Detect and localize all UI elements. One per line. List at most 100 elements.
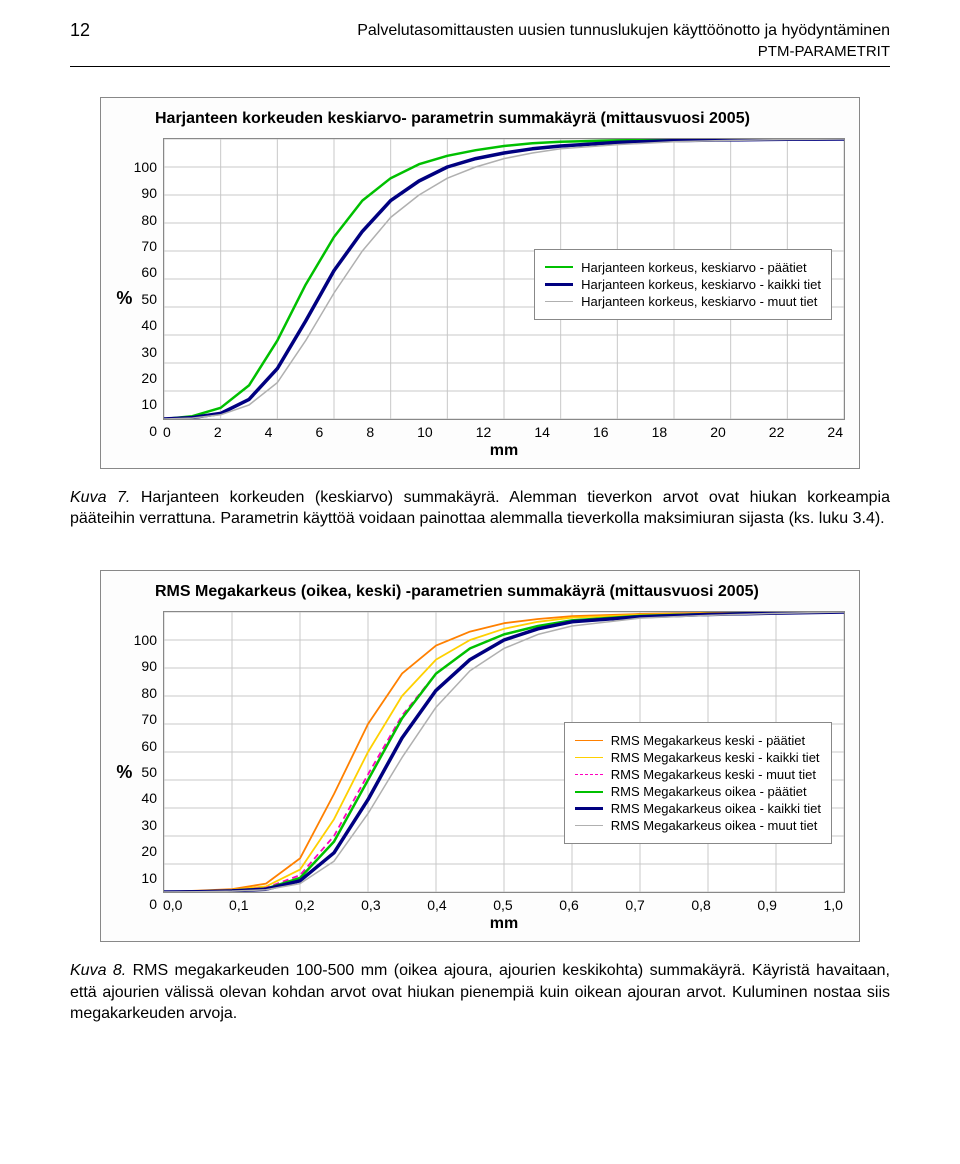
xtick-label: 0,1 bbox=[229, 897, 248, 913]
ytick-label: 80 bbox=[134, 685, 157, 701]
ytick-label: 40 bbox=[134, 790, 157, 806]
chart-legend: Harjanteen korkeus, keskiarvo - päätiet H… bbox=[534, 249, 832, 320]
legend-label: RMS Megakarkeus oikea - muut tiet bbox=[611, 818, 818, 833]
xtick-label: 0,3 bbox=[361, 897, 380, 913]
header-subtitle: PTM-PARAMETRIT bbox=[120, 42, 890, 62]
ytick-label: 40 bbox=[134, 317, 157, 333]
xtick-label: 0 bbox=[163, 424, 171, 440]
page-number: 12 bbox=[70, 20, 120, 41]
xtick-label: 0,7 bbox=[625, 897, 644, 913]
legend-item: RMS Megakarkeus keski - päätiet bbox=[575, 733, 821, 748]
legend-swatch bbox=[575, 825, 603, 826]
legend-item: RMS Megakarkeus oikea - muut tiet bbox=[575, 818, 821, 833]
legend-label: RMS Megakarkeus keski - päätiet bbox=[611, 733, 805, 748]
ytick-label: 20 bbox=[134, 843, 157, 859]
xtick-label: 22 bbox=[769, 424, 785, 440]
ytick-label: 100 bbox=[134, 632, 157, 648]
chart-2-title: RMS Megakarkeus (oikea, keski) -parametr… bbox=[155, 583, 845, 601]
legend-swatch bbox=[575, 807, 603, 810]
legend-swatch bbox=[545, 283, 573, 286]
xtick-label: 10 bbox=[417, 424, 433, 440]
chart-2-xlabel: mm bbox=[163, 915, 845, 933]
legend-swatch bbox=[575, 791, 603, 793]
chart-1: Harjanteen korkeuden keskiarvo- parametr… bbox=[100, 97, 860, 469]
ytick-label: 10 bbox=[134, 396, 157, 412]
chart-2-yticks: 1009080706050403020100 bbox=[134, 632, 163, 912]
caption-1: Kuva 7. Harjanteen korkeuden (keskiarvo)… bbox=[70, 487, 890, 530]
xtick-label: 12 bbox=[476, 424, 492, 440]
chart-1-plot: Harjanteen korkeus, keskiarvo - päätiet H… bbox=[163, 138, 845, 420]
ytick-label: 50 bbox=[134, 291, 157, 307]
legend-item: RMS Megakarkeus keski - kaikki tiet bbox=[575, 750, 821, 765]
xtick-label: 0,4 bbox=[427, 897, 446, 913]
xtick-label: 14 bbox=[534, 424, 550, 440]
chart-2-ylabel: % bbox=[115, 762, 134, 783]
page: 12 Palvelutasomittausten uusien tunnuslu… bbox=[0, 0, 960, 1105]
legend-item: Harjanteen korkeus, keskiarvo - muut tie… bbox=[545, 294, 821, 309]
xtick-label: 16 bbox=[593, 424, 609, 440]
chart-2-xticks: 0,0 0,1 0,2 0,3 0,4 0,5 0,6 0,7 0,8 0,9 1,0 bbox=[163, 893, 843, 913]
ytick-label: 80 bbox=[134, 212, 157, 228]
legend-label: Harjanteen korkeus, keskiarvo - muut tie… bbox=[581, 294, 817, 309]
legend-swatch bbox=[545, 266, 573, 268]
legend-swatch bbox=[545, 301, 573, 302]
legend-item: RMS Megakarkeus oikea - päätiet bbox=[575, 784, 821, 799]
xtick-label: 2 bbox=[214, 424, 222, 440]
caption-1-label: Kuva 7. bbox=[70, 489, 130, 506]
chart-2-plotwrap: % 1009080706050403020100 RMS Megakarkeus… bbox=[115, 611, 845, 933]
legend-swatch bbox=[575, 774, 603, 775]
xtick-label: 0,2 bbox=[295, 897, 314, 913]
chart-1-plotwrap: % 1009080706050403020100 Harjanteen kork… bbox=[115, 138, 845, 460]
ytick-label: 10 bbox=[134, 870, 157, 886]
xtick-label: 0,6 bbox=[559, 897, 578, 913]
ytick-label: 100 bbox=[134, 159, 157, 175]
ytick-label: 90 bbox=[134, 185, 157, 201]
header-title: Palvelutasomittausten uusien tunnuslukuj… bbox=[120, 20, 890, 42]
ytick-label: 70 bbox=[134, 711, 157, 727]
legend-item: RMS Megakarkeus oikea - kaikki tiet bbox=[575, 801, 821, 816]
legend-label: RMS Megakarkeus keski - muut tiet bbox=[611, 767, 816, 782]
ytick-label: 0 bbox=[134, 896, 157, 912]
legend-item: RMS Megakarkeus keski - muut tiet bbox=[575, 767, 821, 782]
chart-2: RMS Megakarkeus (oikea, keski) -parametr… bbox=[100, 570, 860, 942]
xtick-label: 1,0 bbox=[823, 897, 842, 913]
chart-1-ylabel: % bbox=[115, 288, 134, 309]
ytick-label: 30 bbox=[134, 344, 157, 360]
ytick-label: 30 bbox=[134, 817, 157, 833]
legend-swatch bbox=[575, 740, 603, 741]
ytick-label: 60 bbox=[134, 738, 157, 754]
xtick-label: 0,0 bbox=[163, 897, 182, 913]
legend-item: Harjanteen korkeus, keskiarvo - kaikki t… bbox=[545, 277, 821, 292]
legend-swatch bbox=[575, 757, 603, 758]
caption-2: Kuva 8. RMS megakarkeuden 100-500 mm (oi… bbox=[70, 960, 890, 1025]
page-header: 12 Palvelutasomittausten uusien tunnuslu… bbox=[70, 20, 890, 67]
chart-1-title: Harjanteen korkeuden keskiarvo- parametr… bbox=[155, 110, 845, 128]
xtick-label: 0,8 bbox=[691, 897, 710, 913]
chart-1-yticks: 1009080706050403020100 bbox=[134, 159, 163, 439]
ytick-label: 90 bbox=[134, 658, 157, 674]
xtick-label: 18 bbox=[652, 424, 668, 440]
legend-label: RMS Megakarkeus oikea - päätiet bbox=[611, 784, 807, 799]
ytick-label: 70 bbox=[134, 238, 157, 254]
ytick-label: 50 bbox=[134, 764, 157, 780]
xtick-label: 0,5 bbox=[493, 897, 512, 913]
caption-1-text: Harjanteen korkeuden (keskiarvo) summakä… bbox=[70, 489, 890, 528]
legend-label: Harjanteen korkeus, keskiarvo - päätiet bbox=[581, 260, 806, 275]
caption-2-label: Kuva 8. bbox=[70, 962, 126, 979]
legend-label: RMS Megakarkeus keski - kaikki tiet bbox=[611, 750, 820, 765]
legend-label: Harjanteen korkeus, keskiarvo - kaikki t… bbox=[581, 277, 821, 292]
xtick-label: 20 bbox=[710, 424, 726, 440]
xtick-label: 24 bbox=[827, 424, 843, 440]
caption-2-text: RMS megakarkeuden 100-500 mm (oikea ajou… bbox=[70, 962, 890, 1022]
ytick-label: 20 bbox=[134, 370, 157, 386]
legend-label: RMS Megakarkeus oikea - kaikki tiet bbox=[611, 801, 821, 816]
xtick-label: 4 bbox=[265, 424, 273, 440]
chart-legend: RMS Megakarkeus keski - päätiet RMS Megak… bbox=[564, 722, 832, 844]
legend-item: Harjanteen korkeus, keskiarvo - päätiet bbox=[545, 260, 821, 275]
xtick-label: 6 bbox=[315, 424, 323, 440]
ytick-label: 0 bbox=[134, 423, 157, 439]
ytick-label: 60 bbox=[134, 264, 157, 280]
chart-1-xlabel: mm bbox=[163, 442, 845, 460]
xtick-label: 0,9 bbox=[757, 897, 776, 913]
xtick-label: 8 bbox=[366, 424, 374, 440]
